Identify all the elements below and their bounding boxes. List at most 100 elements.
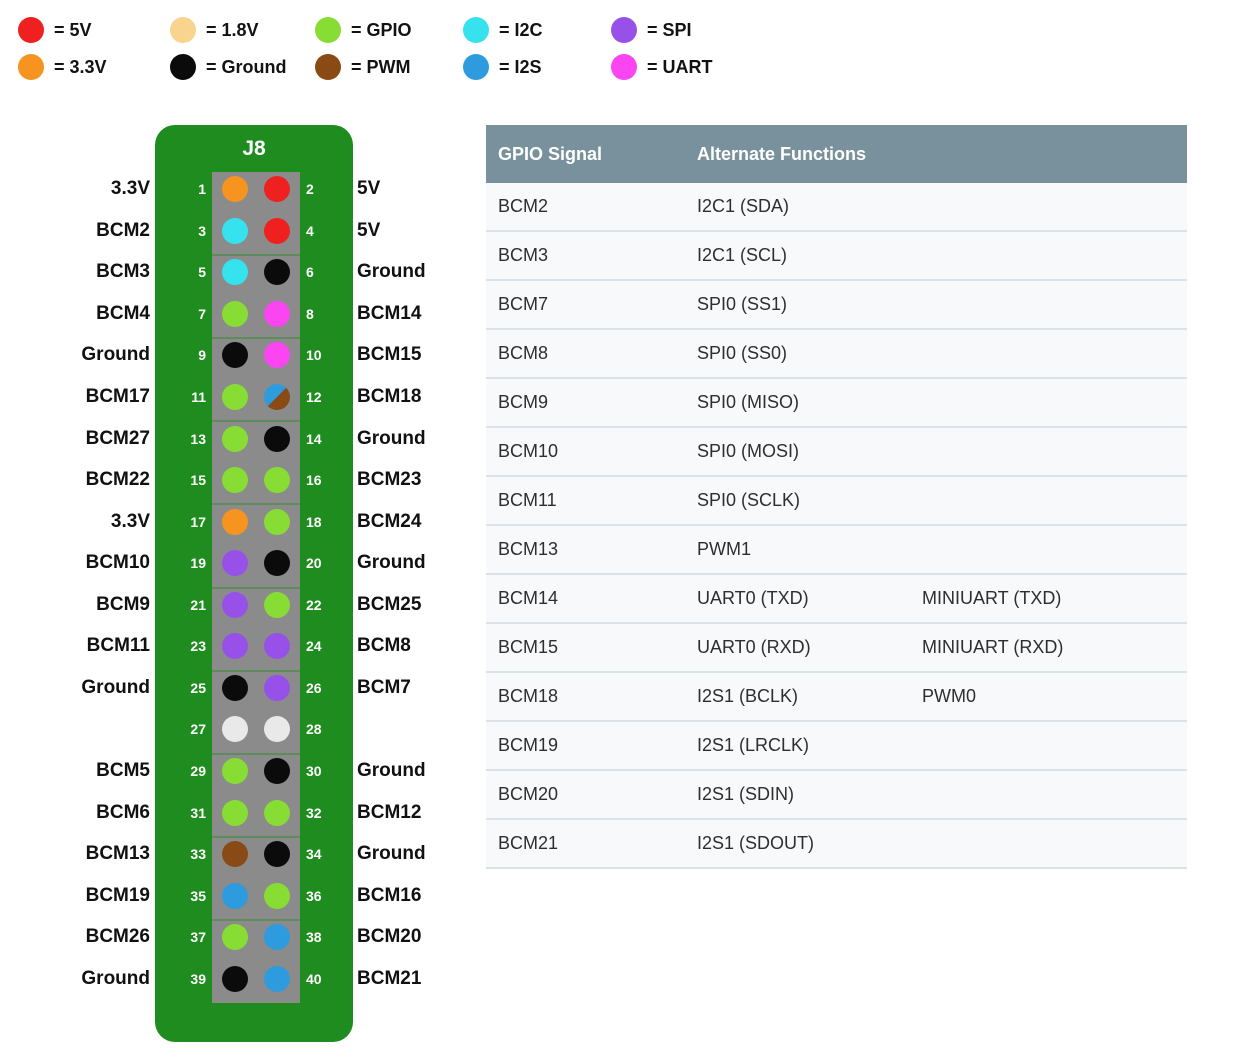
pin-label-right: BCM8 [357, 635, 411, 657]
pin-row: BCM27 13 14 Ground [0, 418, 530, 460]
pin-number-left: 37 [190, 929, 206, 946]
legend-item: = 5V [18, 17, 107, 43]
pin-row: BCM2 3 4 5V [0, 210, 530, 252]
pin-number-right: 22 [306, 596, 322, 613]
table-row: BCM11 SPI0 (SCLK) [486, 477, 1187, 526]
pin-label-right: BCM16 [357, 884, 422, 906]
table-cell: SPI0 (SS0) [697, 343, 788, 363]
gpio-signal-table: GPIO Signal Alternate Functions BCM2 I2C1 … [486, 125, 1187, 869]
spi-pin-dot-icon [264, 674, 290, 701]
table-row: BCM18 I2S1 (BCLK) PWM0 [486, 673, 1187, 722]
i2s-pin-dot-icon [264, 965, 290, 992]
pwm-legend-dot-icon [315, 54, 341, 80]
pin-number-left: 33 [190, 846, 206, 863]
pin-label-left: BCM3 [96, 261, 150, 283]
pin-number-left: 7 [198, 305, 206, 322]
table-cell: I2S1 (SDIN) [697, 784, 795, 804]
pin-number-right: 4 [306, 222, 314, 239]
table-cell: I2C1 (SDA) [697, 196, 790, 216]
i2c-legend-dot-icon [463, 17, 489, 43]
legend-item-label: = 5V [54, 19, 92, 40]
ground-pin-dot-icon [222, 965, 248, 992]
uart-pin-dot-icon [264, 300, 290, 327]
legend-column: = I2C = I2S [463, 17, 543, 80]
table-cell: BCM7 [498, 294, 549, 314]
pin-number-right: 2 [306, 181, 314, 198]
strip-segment-separator [212, 503, 300, 506]
pin-label-left: Ground [81, 676, 150, 698]
table-cell: I2S1 (BCLK) [697, 686, 799, 706]
legend-column: = SPI = UART [611, 17, 713, 80]
pin-number-left: 9 [198, 347, 206, 364]
ground-pin-dot-icon [264, 425, 290, 452]
pin-number-right: 20 [306, 555, 322, 572]
pin-row: BCM19 35 36 BCM16 [0, 875, 530, 917]
pin-label-right: BCM24 [357, 510, 422, 532]
reserved-pin-dot-icon [264, 716, 290, 743]
pin-label-left: BCM13 [85, 843, 150, 865]
pin-row: Ground 25 26 BCM7 [0, 667, 530, 709]
legend-item: = 1.8V [170, 17, 287, 43]
pin-row: BCM26 37 38 BCM20 [0, 916, 530, 958]
3.3v-pin-dot-icon [222, 176, 248, 203]
spi-legend-dot-icon [611, 17, 637, 43]
ground-pin-dot-icon [264, 758, 290, 785]
pin-number-right: 40 [306, 970, 322, 987]
pin-row: Ground 39 40 BCM21 [0, 958, 530, 1000]
pin-row: Ground 9 10 BCM15 [0, 334, 530, 376]
table-header-cell: GPIO Signal [498, 143, 603, 164]
pin-label-left: BCM10 [85, 552, 150, 574]
pwm-pin-dot-icon [222, 841, 248, 868]
pin-label-right: 5V [357, 178, 381, 200]
pin-row: 27 28 [0, 708, 530, 750]
legend-item-label: = 1.8V [206, 19, 259, 40]
pin-label-right: BCM25 [357, 593, 422, 615]
pin-label-left: BCM22 [85, 469, 150, 491]
pin-label-left: BCM11 [86, 635, 150, 657]
ground-pin-dot-icon [264, 550, 290, 577]
pin-number-left: 27 [190, 721, 206, 738]
pin-row: BCM17 11 12 BCM18 [0, 376, 530, 418]
i2s-pin-dot-icon [264, 924, 290, 951]
pin-label-right: Ground [357, 760, 426, 782]
pin-number-left: 35 [190, 887, 206, 904]
pin-number-left: 21 [190, 596, 206, 613]
strip-segment-separator [212, 420, 300, 423]
legend-column: = 1.8V = Ground [170, 17, 287, 80]
legend-item: = Ground [170, 54, 287, 80]
spi-pin-dot-icon [264, 633, 290, 660]
pin-label-left: BCM5 [96, 760, 150, 782]
legend-item-label: = 3.3V [54, 56, 107, 77]
table-cell: SPI0 (MISO) [697, 392, 800, 412]
3.3v-legend-dot-icon [18, 54, 44, 80]
pin-label-right: Ground [357, 261, 426, 283]
i2s-pin-dot-icon [264, 384, 290, 410]
table-cell: BCM3 [498, 245, 549, 265]
table-row: BCM13 PWM1 [486, 526, 1187, 575]
legend-item-label: = PWM [351, 56, 411, 77]
pin-label-left: BCM19 [85, 884, 150, 906]
pin-label-right: BCM14 [357, 302, 422, 324]
pin-number-left: 39 [190, 970, 206, 987]
legend-item: = I2C [463, 17, 543, 43]
pin-number-right: 36 [306, 887, 322, 904]
gpio-legend-dot-icon [315, 17, 341, 43]
legend-item: = PWM [315, 54, 412, 80]
pin-number-left: 3 [198, 222, 206, 239]
gpio-pin-dot-icon [264, 882, 290, 909]
legend-item-label: = UART [647, 56, 713, 77]
pin-number-left: 15 [190, 472, 206, 489]
pin-label-left: 3.3V [110, 178, 150, 200]
table-row: BCM8 SPI0 (SS0) [486, 330, 1187, 379]
pin-label-left: BCM2 [96, 219, 150, 241]
pin-number-left: 19 [190, 555, 206, 572]
pin-label-right: Ground [357, 843, 426, 865]
table-row: BCM2 I2C1 (SDA) [486, 183, 1187, 232]
table-cell: I2C1 (SCL) [697, 245, 788, 265]
strip-segment-separator [212, 669, 300, 672]
ground-pin-dot-icon [222, 342, 248, 369]
spi-pin-dot-icon [222, 633, 248, 660]
pin-label-left: BCM17 [85, 386, 150, 407]
ground-legend-dot-icon [170, 54, 196, 80]
